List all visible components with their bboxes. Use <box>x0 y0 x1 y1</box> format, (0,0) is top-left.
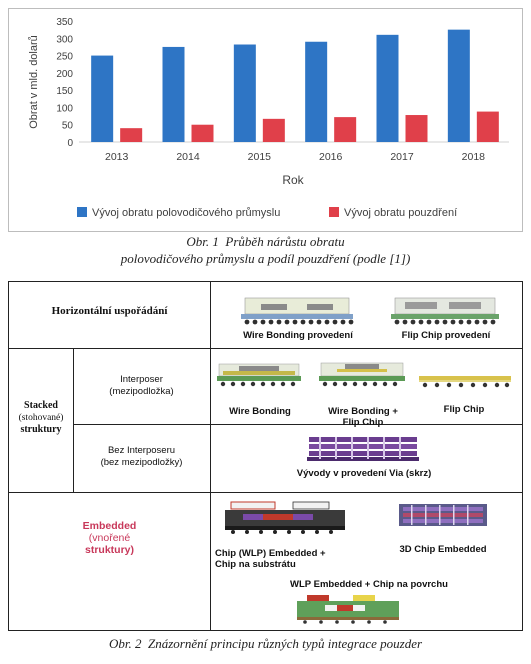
wlp-surface-illustration <box>297 595 399 624</box>
x-axis-label: Rok <box>282 173 304 187</box>
x-tick-label: 2013 <box>105 151 129 163</box>
interposer-label: Interposer (mezipodložka) <box>109 374 174 397</box>
3d-chip-embedded-illustration <box>399 504 487 526</box>
bar-packaging-2014 <box>191 124 214 142</box>
interposer-wb-fc-illustration <box>319 362 405 387</box>
y-tick-label: 0 <box>67 138 73 149</box>
x-tick-label: 2016 <box>319 151 343 163</box>
y-axis-label: Obrat v mld. dolarů <box>28 35 40 129</box>
y-tick-label: 100 <box>56 103 73 114</box>
y-tick-label: 300 <box>56 34 73 45</box>
flip-chip-provedeni-label: Flip Chip provedení <box>401 330 491 341</box>
figure-1-caption: Obr. 1 Průběh nárůstu obratu polovodičov… <box>0 233 531 267</box>
y-tick-label: 250 <box>56 52 73 63</box>
bar-industry-2017 <box>376 34 399 143</box>
bar-packaging-2016 <box>334 117 357 142</box>
bar-industry-2015 <box>233 44 256 142</box>
interposer-flip-chip-label: Flip Chip <box>443 404 485 415</box>
y-tick-label: 200 <box>56 69 73 80</box>
wlp-embedded-label: Chip (WLP) Embedded + Chip na substrátu <box>215 548 326 570</box>
no-interposer-label: Bez Interposeru (bez mezipodložky) <box>100 445 183 468</box>
x-tick-label: 2018 <box>462 151 486 163</box>
bar-industry-2014 <box>162 46 185 142</box>
x-tick-label: 2014 <box>176 151 200 163</box>
chart-frame: 0 50 100 150 200 250 300 350 2013 2014 2015 2016 20… <box>8 8 523 232</box>
y-tick-label: 350 <box>56 17 73 28</box>
bar-packaging-2013 <box>120 128 143 142</box>
wire-bonding-package-illustration <box>241 297 354 325</box>
x-tick-label: 2015 <box>248 151 272 163</box>
wlp-surface-label: WLP Embedded + Chip na povrchu <box>290 579 448 590</box>
bar-industry-2013 <box>91 55 114 143</box>
caption-2-text: Znázornění principu různých typů integra… <box>147 636 423 651</box>
stacked-label: Stacked (stohované) struktury <box>18 400 64 435</box>
legend-label: Vývoj obratu polovodičového průmyslu <box>92 207 280 219</box>
wire-bonding-provedeni-label: Wire Bonding provedení <box>243 330 353 341</box>
3d-chip-embedded-label: 3D Chip Embedded <box>399 544 487 555</box>
bar-industry-2018 <box>447 29 470 143</box>
via-label: Vývody v provedení Via (skrz) <box>296 468 432 479</box>
figure-2-caption: Obr. 2 Znázornění principu různých typů … <box>0 635 531 652</box>
bar-packaging-2018 <box>476 111 499 142</box>
bar-chart: 0 50 100 150 200 250 300 350 2013 2014 2015 2016 20… <box>28 17 509 219</box>
bar-packaging-2015 <box>262 118 285 142</box>
interposer-wire-bonding-label: Wire Bonding <box>229 406 291 417</box>
interposer-wire-bonding-illustration <box>217 363 301 387</box>
bar-industry-2016 <box>305 41 328 142</box>
legend-swatch <box>77 207 87 217</box>
integration-diagram: Horizontální uspořádání Stacked (stohova… <box>8 281 523 631</box>
x-tick-label: 2017 <box>390 151 414 163</box>
embedded-label: Embedded (vnořené struktury) <box>82 520 137 556</box>
caption-2-number: Obr. 2 <box>108 636 142 651</box>
flip-chip-package-illustration <box>391 297 499 325</box>
wlp-embedded-illustration <box>225 501 345 534</box>
via-package-illustration <box>307 437 419 461</box>
interposer-wb-fc-label: Wire Bonding + Flip Chip <box>328 406 398 428</box>
legend-swatch <box>329 207 339 217</box>
horizontal-label: Horizontální uspořádání <box>51 305 168 317</box>
y-tick-label: 150 <box>56 86 73 97</box>
interposer-flip-chip-illustration <box>419 376 511 388</box>
caption-1-line2: polovodičového průmyslu a podíl pouzdřen… <box>120 251 411 266</box>
legend-label: Vývoj obratu pouzdření <box>344 207 457 219</box>
y-tick-label: 50 <box>62 121 74 132</box>
caption-1-number: Obr. 1 <box>186 234 219 249</box>
bar-packaging-2017 <box>405 115 428 142</box>
caption-1-line1: Průběh nárůstu obratu <box>225 234 345 249</box>
